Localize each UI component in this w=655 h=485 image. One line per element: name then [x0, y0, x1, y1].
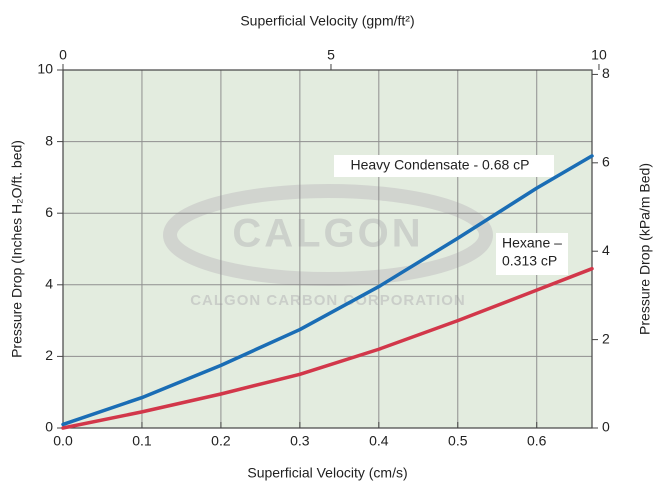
x-tick-label: 0.1 [132, 433, 152, 449]
watermark-company: CALGON CARBON CORPORATION [190, 292, 466, 309]
x-axis-title: Superficial Velocity (cm/s) [247, 465, 407, 481]
annotation-box [496, 233, 568, 275]
y2-tick-label: 8 [602, 65, 610, 81]
y-axis-title: Pressure Drop (Inches H₂O/ft. bed) [9, 140, 25, 358]
series-line [61, 266, 594, 430]
y-tick-label: 6 [45, 204, 53, 220]
y-tick-label: 4 [45, 276, 53, 292]
x2-tick-label: 0 [59, 47, 67, 63]
y2-tick-label: 4 [602, 242, 610, 258]
watermark-ellipse [163, 184, 493, 286]
x2-tick-label: 10 [591, 47, 607, 63]
y2-tick-label: 0 [602, 419, 610, 435]
x2-axis-title: Superficial Velocity (gpm/ft²) [240, 13, 414, 29]
y2-tick-label: 6 [602, 154, 610, 170]
y2-tick-label: 2 [602, 330, 610, 346]
x-tick-label: 0.3 [290, 433, 310, 449]
annotation: Hexane – [502, 235, 562, 251]
x-tick-label: 0.6 [527, 433, 547, 449]
series-line [61, 154, 594, 427]
x2-tick-label: 5 [327, 47, 335, 63]
y2-axis-title: Pressure Drop (kPa/m Bed) [637, 163, 653, 335]
watermark-logo: CALGON [232, 212, 423, 256]
x-tick-label: 0.4 [369, 433, 389, 449]
y-tick-label: 2 [45, 347, 53, 363]
annotation: 0.313 cP [502, 253, 557, 269]
x-tick-label: 0.5 [448, 433, 468, 449]
annotation: Heavy Condensate - 0.68 cP [351, 157, 530, 173]
plot-frame [62, 69, 593, 429]
y-tick-label: 0 [45, 419, 53, 435]
x-tick-label: 0.0 [53, 433, 73, 449]
x-tick-label: 0.2 [211, 433, 231, 449]
annotation-box [334, 155, 554, 177]
y-tick-label: 8 [45, 132, 53, 148]
y-tick-label: 10 [37, 61, 53, 77]
